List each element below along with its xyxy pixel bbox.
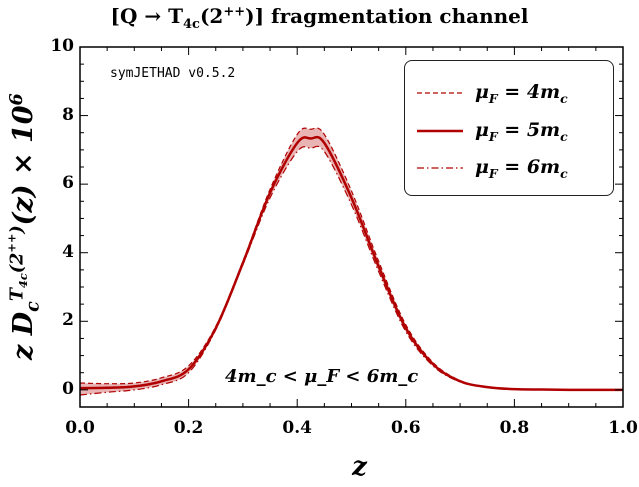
x-tick-label: 0.2 bbox=[173, 418, 204, 438]
x-tick-label: 0.6 bbox=[391, 418, 421, 438]
x-tick-label: 0.4 bbox=[282, 418, 312, 438]
y-tick-label: 2 bbox=[62, 310, 74, 331]
legend-item-mu6: μF = 6mc bbox=[475, 156, 568, 181]
x-tick-label: 0.8 bbox=[499, 418, 530, 438]
legend: μF = 4mc μF = 5mc μF = 6mc bbox=[404, 60, 614, 196]
legend-item-mu5: μF = 5mc bbox=[475, 119, 568, 144]
y-tick-label: 0 bbox=[62, 378, 74, 399]
y-tick-label: 4 bbox=[62, 241, 74, 262]
legend-item-mu4: μF = 4mc bbox=[475, 81, 568, 106]
x-tick-label: 0.0 bbox=[65, 418, 95, 438]
y-tick-label: 6 bbox=[62, 173, 74, 194]
x-axis-label: z bbox=[352, 452, 367, 482]
range-annotation: 4m_c < μ_F < 6m_c bbox=[225, 366, 419, 387]
x-tick-label: 1.0 bbox=[608, 418, 638, 438]
y-tick-label: 8 bbox=[62, 104, 74, 125]
chart-title: [Q → T4c(2++)] fragmentation channel bbox=[110, 4, 529, 32]
y-tick-label: 10 bbox=[50, 36, 74, 56]
series-line-2 bbox=[79, 145, 623, 396]
version-annotation: symJETHAD v0.5.2 bbox=[110, 66, 236, 81]
